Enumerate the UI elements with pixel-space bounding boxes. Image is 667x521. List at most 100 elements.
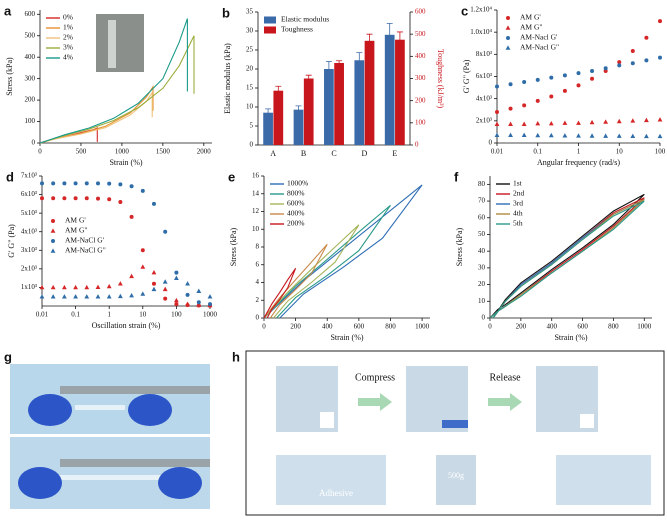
bar	[354, 60, 365, 146]
y-tick-label: 4	[256, 278, 260, 286]
marker	[174, 270, 179, 275]
legend-swatch	[50, 248, 56, 253]
y2-tick-label: 500	[415, 30, 426, 38]
marker	[657, 133, 663, 139]
y-tick-label: 16	[252, 172, 260, 180]
marker	[73, 294, 78, 299]
marker	[61, 294, 67, 299]
photo-g	[10, 364, 210, 509]
photo-caption: Adhesive	[319, 488, 353, 498]
x-tick-label: 800	[608, 323, 619, 331]
legend-label: 1st	[513, 179, 523, 188]
y-tick-label: 15	[246, 84, 254, 92]
y-tick-label: 2	[256, 296, 260, 304]
y-tick-label: 30	[246, 27, 254, 35]
legend-label: AM G'	[520, 13, 541, 22]
marker	[644, 58, 649, 63]
y2-tick-label: 0	[415, 141, 419, 149]
bar	[384, 34, 395, 145]
x-tick-label: 1	[577, 148, 581, 156]
legend-label: 4th	[513, 209, 523, 218]
x-tick-label: A	[270, 149, 276, 158]
marker	[644, 117, 649, 123]
y-tick-label: 1.2x10⁴	[470, 6, 492, 14]
y2-tick-label: 200	[415, 96, 426, 104]
legend-swatch	[50, 228, 56, 233]
arrow	[488, 393, 522, 411]
series-line	[489, 200, 645, 319]
marker	[84, 181, 89, 186]
y-axis-title: G' G" (Pa)	[462, 59, 471, 93]
legend-swatch	[264, 26, 276, 34]
photo-caption: 500g	[448, 471, 464, 480]
y-tick-label: 4x10³	[476, 94, 492, 102]
panel-letter: c	[461, 3, 468, 18]
marker	[84, 196, 89, 201]
error-bar	[366, 33, 373, 48]
marker	[535, 77, 540, 82]
marker	[630, 49, 635, 54]
series-line	[39, 35, 195, 144]
marker	[117, 293, 123, 299]
legend-label: 0%	[63, 13, 73, 22]
x-tick-label: 1	[107, 311, 111, 319]
marker	[140, 248, 145, 253]
x-axis-title: Oscillation strain (%)	[92, 321, 161, 330]
y-tick-label: 300	[25, 74, 36, 82]
y-tick-label: 20	[478, 280, 486, 288]
legend-label: 2nd	[513, 189, 525, 198]
sample	[580, 414, 594, 428]
legend-label: 800%	[287, 189, 305, 198]
legend-label: AM-NaCl G"	[65, 246, 106, 255]
marker	[535, 132, 541, 138]
ruler	[60, 386, 210, 394]
y-tick-label: 0	[482, 314, 486, 322]
y-tick-label: 7x10³	[21, 172, 37, 180]
marker	[658, 19, 662, 24]
x-tick-label: 0	[262, 323, 266, 331]
legend-swatch	[505, 45, 511, 50]
marker	[151, 281, 156, 286]
legend-label: Toughness	[281, 25, 313, 34]
marker	[84, 294, 90, 299]
marker	[163, 296, 168, 301]
x-tick-label: 200	[516, 323, 527, 331]
marker	[151, 269, 157, 275]
y-tick-label: 600	[25, 10, 36, 18]
error-bar	[265, 108, 272, 117]
y-tick-label: 200	[25, 96, 36, 104]
x-tick-label: 200	[290, 323, 301, 331]
marker	[603, 68, 608, 73]
y-tick-label: 80	[478, 180, 486, 188]
x-tick-label: 1000	[637, 323, 652, 331]
legend-label: AM G"	[520, 23, 542, 32]
photo	[436, 455, 476, 505]
series-line	[489, 193, 645, 319]
marker	[562, 120, 568, 125]
y2-tick-label: 400	[415, 52, 426, 60]
bar	[263, 112, 273, 145]
marker	[129, 184, 134, 189]
marker	[644, 35, 649, 40]
marker	[39, 294, 45, 299]
photo	[276, 455, 386, 505]
legend-label: AM-NaCl G'	[65, 236, 105, 245]
sample	[55, 475, 165, 480]
x-tick-label: 0.1	[533, 148, 542, 156]
marker	[95, 196, 100, 201]
marker	[50, 294, 56, 299]
marker	[208, 302, 212, 307]
y-tick-label: 12	[252, 207, 260, 215]
y-tick-label: 8	[256, 243, 260, 251]
marker	[140, 264, 146, 269]
marker	[196, 302, 202, 307]
marker	[117, 281, 123, 286]
marker	[51, 196, 56, 201]
x-tick-label: 0.1	[71, 311, 80, 319]
marker	[522, 80, 527, 85]
marker	[657, 117, 663, 122]
error-bar	[295, 105, 302, 114]
legend-swatch	[264, 16, 276, 24]
x-tick-label: 400	[546, 323, 557, 331]
frame	[245, 350, 665, 516]
